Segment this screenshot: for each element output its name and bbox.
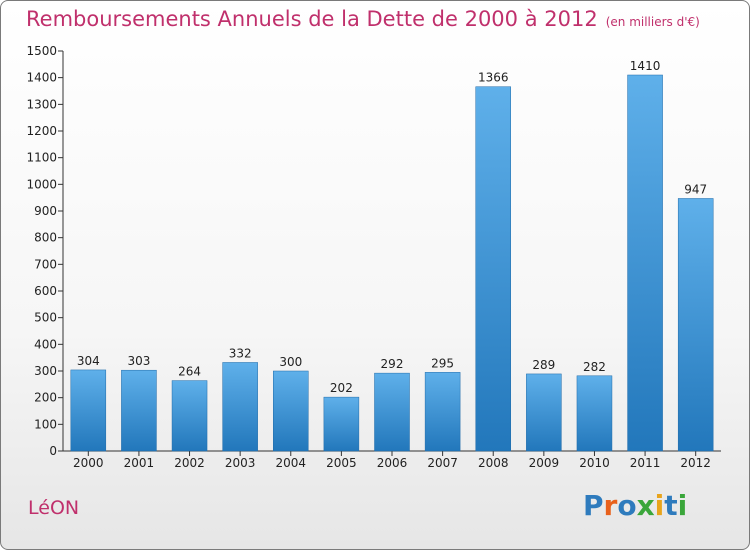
bar-2009 bbox=[526, 373, 562, 452]
y-tick-label: 500 bbox=[34, 311, 57, 325]
x-tick-label: 2003 bbox=[225, 456, 256, 470]
chart-unit: (en milliers d'€) bbox=[605, 15, 700, 29]
y-tick-label: 1500 bbox=[26, 44, 57, 58]
x-tick-label: 2009 bbox=[529, 456, 560, 470]
bar-2000 bbox=[70, 369, 107, 452]
bar-2012 bbox=[677, 198, 714, 452]
data-label-2000: 304 bbox=[77, 354, 100, 368]
x-tick-label: 2008 bbox=[478, 456, 509, 470]
y-tick-label: 1300 bbox=[26, 97, 57, 111]
bar-2007 bbox=[424, 372, 461, 452]
y-tick-label: 1200 bbox=[26, 124, 57, 138]
data-label-2010: 282 bbox=[583, 360, 606, 374]
y-tick-label: 300 bbox=[34, 364, 57, 378]
data-label-2006: 292 bbox=[381, 357, 404, 371]
bar-2005 bbox=[323, 396, 360, 452]
bar-2003 bbox=[222, 362, 258, 452]
x-axis: 2000 2001 2002 2003 2004 2005 2006 2007 2008 2009… bbox=[63, 450, 721, 470]
y-tick-label: 800 bbox=[34, 231, 57, 245]
chart-title: Remboursements Annuels de la Dette de 20… bbox=[26, 7, 700, 31]
commune-name: LéON bbox=[28, 497, 80, 519]
y-tick-label: 100 bbox=[34, 417, 57, 431]
x-tick-label: 2012 bbox=[680, 456, 711, 470]
x-tick-label: 2002 bbox=[174, 456, 205, 470]
y-tick-label: 1100 bbox=[26, 151, 57, 165]
bar-2001 bbox=[121, 369, 157, 452]
logo-letter: i bbox=[677, 489, 688, 522]
logo-letter: r bbox=[603, 489, 618, 522]
y-axis: 0 100 200 300 400 500 600 700 800 900 1000 1100 1200… bbox=[26, 44, 64, 458]
data-label-2002: 264 bbox=[178, 365, 201, 379]
logo-letter: P bbox=[583, 489, 604, 522]
data-label-2001: 303 bbox=[127, 354, 150, 368]
bar-2004 bbox=[273, 370, 309, 452]
y-tick-label: 400 bbox=[34, 337, 57, 351]
y-tick-label: 1000 bbox=[26, 177, 57, 191]
x-tick-label: 2007 bbox=[427, 456, 458, 470]
x-tick-label: 2010 bbox=[579, 456, 610, 470]
bar-2010 bbox=[576, 375, 613, 452]
x-tick-label: 2004 bbox=[275, 456, 306, 470]
y-tick-label: 200 bbox=[34, 391, 57, 405]
proxiti-logo: Proxiti bbox=[583, 489, 687, 522]
x-tick-label: 2011 bbox=[630, 456, 661, 470]
data-label-2003: 332 bbox=[229, 346, 252, 360]
bar-2008 bbox=[475, 86, 511, 452]
y-tick-label: 600 bbox=[34, 284, 57, 298]
logo-letter: i bbox=[654, 489, 665, 522]
bars bbox=[70, 74, 714, 452]
x-tick-label: 2006 bbox=[377, 456, 408, 470]
x-tick-label: 2001 bbox=[124, 456, 155, 470]
data-label-2012: 947 bbox=[684, 182, 707, 196]
y-tick-label: 0 bbox=[49, 444, 57, 458]
logo-letter: o bbox=[617, 489, 637, 522]
logo-letter: x bbox=[636, 489, 655, 522]
x-tick-label: 2005 bbox=[326, 456, 357, 470]
bar-2011 bbox=[627, 74, 663, 452]
data-label-2004: 300 bbox=[279, 355, 302, 369]
data-label-2009: 289 bbox=[532, 358, 555, 372]
data-label-2005: 202 bbox=[330, 381, 353, 395]
bar-2006 bbox=[374, 372, 410, 452]
x-tick-label: 2000 bbox=[73, 456, 104, 470]
chart-title-text: Remboursements Annuels de la Dette de 20… bbox=[26, 7, 598, 31]
y-tick-label: 700 bbox=[34, 257, 57, 271]
data-labels: 304 303 264 332 300 202 292 295 1366 289 282 1410 94… bbox=[77, 59, 707, 395]
y-tick-label: 900 bbox=[34, 204, 57, 218]
data-label-2011: 1410 bbox=[630, 59, 661, 73]
data-label-2007: 295 bbox=[431, 356, 454, 370]
bar-2002 bbox=[171, 380, 208, 452]
data-label-2008: 1366 bbox=[478, 71, 509, 85]
logo-letter: t bbox=[664, 489, 678, 522]
y-tick-label: 1400 bbox=[26, 71, 57, 85]
